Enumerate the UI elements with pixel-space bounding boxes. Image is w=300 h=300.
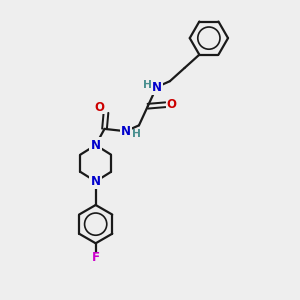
Text: N: N bbox=[91, 175, 101, 188]
Text: F: F bbox=[92, 251, 100, 264]
Text: O: O bbox=[166, 98, 176, 111]
Text: O: O bbox=[94, 101, 104, 114]
Text: H: H bbox=[132, 129, 140, 139]
Text: N: N bbox=[152, 81, 162, 94]
Text: H: H bbox=[143, 80, 152, 90]
Text: N: N bbox=[91, 139, 101, 152]
Text: N: N bbox=[121, 125, 131, 138]
